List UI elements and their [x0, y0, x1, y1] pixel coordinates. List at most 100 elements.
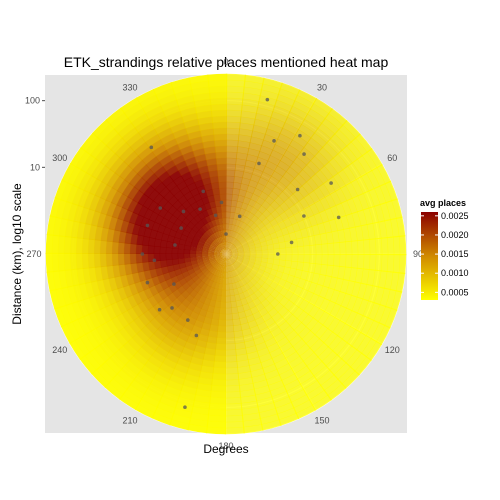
heat-cell [226, 115, 242, 123]
heat-cell [209, 200, 217, 209]
heat-cell [217, 169, 227, 177]
heat-cell [209, 267, 216, 274]
heat-cell [216, 244, 223, 251]
heat-cell [228, 258, 234, 265]
heat-cell [131, 304, 144, 318]
heat-cell [237, 140, 251, 149]
heat-cell [220, 295, 226, 303]
heat-cell [208, 170, 219, 178]
heat-cell [324, 207, 335, 222]
heat-cell [350, 312, 364, 331]
heat-cell [201, 233, 209, 240]
heat-cell [322, 313, 336, 329]
heat-cell [105, 107, 125, 125]
heat-cell [80, 132, 98, 152]
heat-cell [254, 260, 262, 266]
heat-cell [341, 325, 357, 344]
heat-cell [235, 299, 243, 308]
heat-cell [294, 365, 311, 380]
heat-cell [69, 236, 78, 254]
heat-cell [51, 234, 60, 254]
heat-cell [345, 181, 359, 199]
heat-cell [226, 145, 239, 153]
heat-cell [172, 407, 193, 419]
heat-cell [204, 262, 212, 269]
heat-cell [195, 253, 203, 258]
heat-cell [147, 355, 164, 369]
heat-cell [88, 194, 101, 212]
heat-cell [72, 284, 84, 303]
heat-cell [181, 112, 199, 123]
heat-cell [324, 287, 335, 302]
heat-cell [144, 105, 164, 120]
heat-cell [253, 118, 270, 129]
heat-cell [226, 241, 228, 249]
heat-cell [269, 347, 284, 359]
heat-cell [213, 193, 221, 202]
heat-cell [297, 245, 305, 255]
heat-cell [237, 371, 253, 380]
heat-cell [307, 281, 318, 294]
heat-cell [336, 322, 351, 340]
heat-cell [139, 279, 150, 291]
heat-cell [180, 326, 192, 337]
heat-cell [332, 172, 347, 189]
heat-cell [165, 143, 181, 156]
heat-cell [231, 256, 238, 261]
heat-cell [220, 242, 225, 249]
heat-cell [194, 268, 202, 276]
heat-cell [258, 265, 267, 272]
heat-cell [45, 233, 54, 254]
heat-cell [211, 232, 218, 240]
heat-cell [230, 237, 236, 244]
heat-cell [153, 165, 167, 179]
heat-cell [227, 259, 232, 266]
heat-cell [161, 233, 170, 242]
heat-cell [288, 355, 304, 370]
heat-cell [292, 306, 304, 319]
heat-cell [234, 170, 245, 178]
heat-cell [311, 394, 332, 411]
heat-cell [360, 268, 370, 285]
heat-cell [225, 367, 239, 375]
heat-cell [360, 172, 375, 192]
heat-cell [333, 362, 352, 380]
heat-cell [222, 248, 226, 254]
heat-cell [148, 211, 159, 223]
heat-cell [220, 229, 225, 237]
heat-cell [212, 240, 219, 247]
heat-cell [225, 385, 241, 393]
heat-cell [257, 151, 271, 162]
heat-cell [130, 262, 139, 275]
heat-cell [273, 396, 293, 409]
heat-cell [226, 85, 245, 94]
heat-cell [89, 140, 107, 159]
heat-cell [282, 171, 295, 184]
heat-cell [160, 239, 168, 248]
heat-cell [285, 247, 293, 255]
heat-cell [242, 303, 251, 312]
heat-cell [171, 247, 179, 254]
heat-cell [209, 176, 219, 184]
heat-cell [175, 316, 188, 328]
heat-cell [118, 263, 127, 277]
heat-cell [335, 187, 348, 204]
heat-cell [333, 254, 341, 267]
heat-cell [320, 374, 339, 391]
data-point [224, 232, 228, 236]
x-axis-title: Degrees [203, 442, 248, 456]
heat-cell [225, 295, 232, 303]
heat-cell [246, 280, 255, 289]
heat-cell [233, 324, 243, 332]
heat-cell [310, 320, 324, 336]
heat-cell [219, 259, 224, 266]
heat-cell [206, 420, 226, 429]
heat-cell [259, 413, 280, 425]
heat-cell [171, 341, 185, 353]
heat-cell [226, 254, 232, 258]
heat-cell [308, 389, 329, 406]
heat-cell [318, 183, 331, 198]
data-point [257, 161, 261, 166]
heat-cell [129, 379, 149, 395]
heat-cell [230, 300, 238, 309]
